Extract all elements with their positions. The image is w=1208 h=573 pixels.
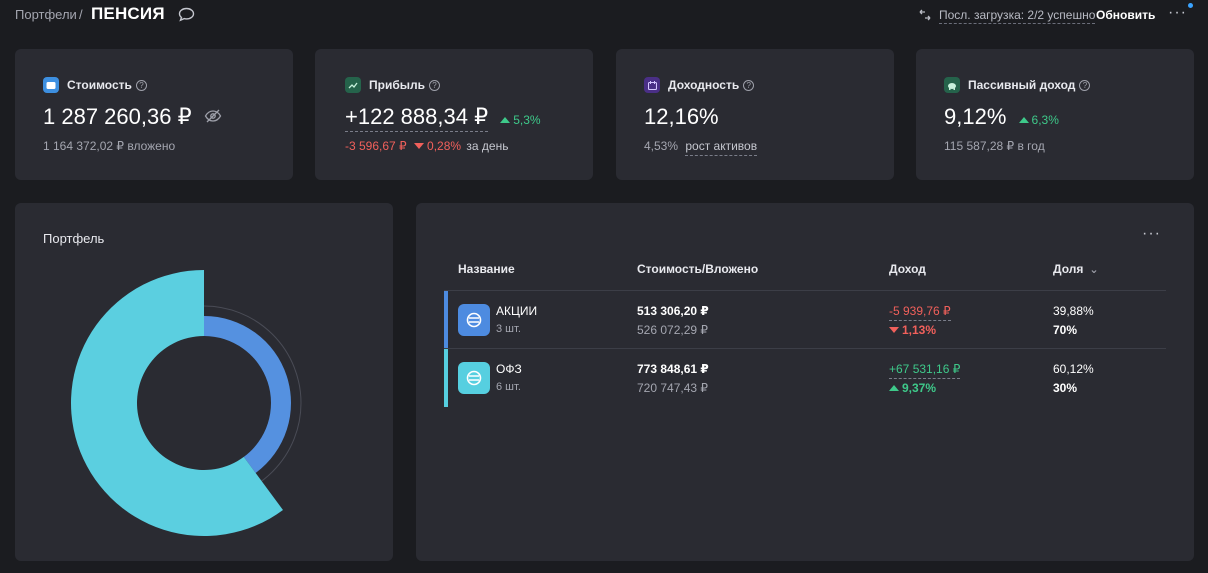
asset-income[interactable]: +67 531,16 ₽ — [889, 362, 961, 379]
column-header-share[interactable]: Доля ⌄ — [1053, 262, 1099, 276]
asset-quantity: 6 шт. — [496, 381, 521, 393]
day-change-pct: 0,28% — [414, 139, 461, 153]
sort-desc-icon[interactable]: ⌄ — [1089, 264, 1099, 276]
passive-income-title: Пассивный доход — [968, 78, 1076, 92]
arrow-up-icon — [500, 117, 511, 123]
asset-category-icon — [458, 304, 490, 336]
asset-quantity: 3 шт. — [496, 323, 521, 335]
table-more-button[interactable]: ··· — [1142, 225, 1161, 242]
calendar-icon — [644, 77, 660, 93]
donut-slice-1 — [204, 316, 291, 473]
column-header-name[interactable]: Название — [458, 262, 515, 276]
asset-share: 39,88% — [1053, 304, 1094, 318]
help-icon[interactable]: ? — [429, 79, 440, 91]
table-row[interactable]: АКЦИИ 3 шт. 513 306,20 ₽ 526 072,29 ₽ -5… — [444, 291, 1166, 349]
row-color-bar — [444, 291, 448, 349]
asset-invested: 720 747,43 ₽ — [637, 381, 709, 395]
asset-target-share: 30% — [1053, 381, 1078, 395]
more-menu-button[interactable]: ··· — [1168, 4, 1187, 21]
notification-dot — [1188, 3, 1193, 8]
row-divider — [444, 290, 1166, 291]
assets-table-panel: ··· Название Стоимость/Вложено Доход Дол… — [416, 203, 1194, 561]
sync-status-icon — [919, 9, 931, 21]
yield-value: 12,16% — [644, 104, 719, 129]
donut-slice-2 — [71, 270, 283, 536]
arrow-up-icon — [1018, 117, 1029, 123]
comment-icon[interactable] — [178, 7, 195, 22]
arrow-down-icon — [889, 327, 899, 333]
passive-income-annual: 115 587,28 ₽ в год — [944, 139, 1045, 153]
page-title: ПЕНСИЯ — [91, 4, 165, 23]
asset-growth-pct: 4,53% — [644, 139, 679, 153]
yield-card-title: Доходность — [668, 78, 740, 92]
column-header-income[interactable]: Доход — [889, 262, 926, 276]
asset-category-icon — [458, 362, 490, 394]
asset-share: 60,12% — [1053, 362, 1094, 376]
help-icon[interactable]: ? — [135, 79, 147, 91]
asset-income[interactable]: -5 939,76 ₽ — [889, 304, 951, 321]
asset-name: ОФЗ — [496, 362, 522, 376]
day-change-label: за день — [466, 139, 509, 153]
portfolio-chart-title: Портфель — [43, 231, 105, 246]
value-card-title: Стоимость — [67, 78, 132, 92]
piggy-bank-icon — [944, 77, 960, 93]
asset-growth-label[interactable]: рост активов — [685, 139, 758, 156]
wallet-icon — [43, 77, 59, 93]
passive-income-card: Пассивный доход ? 9,12% 6,3% 115 587,28 … — [916, 49, 1194, 180]
profit-card-title: Прибыль — [369, 78, 425, 92]
top-bar: Портфели / ПЕНСИЯ Посл. загрузка: 2/2 ус… — [0, 0, 1208, 30]
row-divider — [444, 348, 1166, 349]
arrow-up-icon — [889, 385, 899, 391]
profit-amount[interactable]: +122 888,34 ₽ — [345, 104, 489, 132]
portfolio-chart-panel: Портфель — [15, 203, 393, 561]
asset-invested: 526 072,29 ₽ — [637, 323, 709, 337]
profit-card: Прибыль ? +122 888,34 ₽ 5,3% -3 596,67 ₽… — [315, 49, 593, 180]
table-row[interactable]: ОФЗ 6 шт. 773 848,61 ₽ 720 747,43 ₽ +67 … — [444, 349, 1166, 407]
column-header-value[interactable]: Стоимость/Вложено — [637, 262, 759, 276]
breadcrumb-portfolios-link[interactable]: Портфели — [15, 7, 77, 22]
refresh-button[interactable]: Обновить — [1096, 8, 1156, 22]
asset-value: 513 306,20 ₽ — [637, 304, 709, 318]
asset-name: АКЦИИ — [496, 304, 538, 318]
yield-card: Доходность ? 12,16% 4,53% рост активов — [616, 49, 894, 180]
portfolio-value: 1 287 260,36 ₽ — [43, 104, 192, 129]
breadcrumb-separator: / — [79, 7, 83, 22]
passive-income-change: 6,3% — [1018, 113, 1059, 127]
asset-income-pct: 9,37% — [889, 381, 936, 395]
asset-income-pct: 1,13% — [889, 323, 936, 337]
asset-value: 773 848,61 ₽ — [637, 362, 709, 376]
chart-line-icon — [345, 77, 361, 93]
arrow-down-icon — [414, 143, 425, 149]
help-icon[interactable]: ? — [1079, 79, 1091, 91]
row-color-bar — [444, 349, 448, 407]
portfolio-donut-chart — [71, 270, 302, 536]
day-change-amount: -3 596,67 ₽ — [345, 139, 407, 153]
hide-value-icon[interactable] — [204, 109, 222, 123]
profit-change: 5,3% — [500, 113, 541, 127]
help-icon[interactable]: ? — [743, 79, 755, 91]
sync-status-text[interactable]: Посл. загрузка: 2/2 успешно — [939, 8, 1096, 24]
value-card: Стоимость ? 1 287 260,36 ₽ 1 164 372,02 … — [15, 49, 293, 180]
invested-amount: 1 164 372,02 ₽ вложено — [43, 139, 176, 153]
passive-income-pct: 9,12% — [944, 104, 1007, 129]
asset-target-share: 70% — [1053, 323, 1078, 337]
